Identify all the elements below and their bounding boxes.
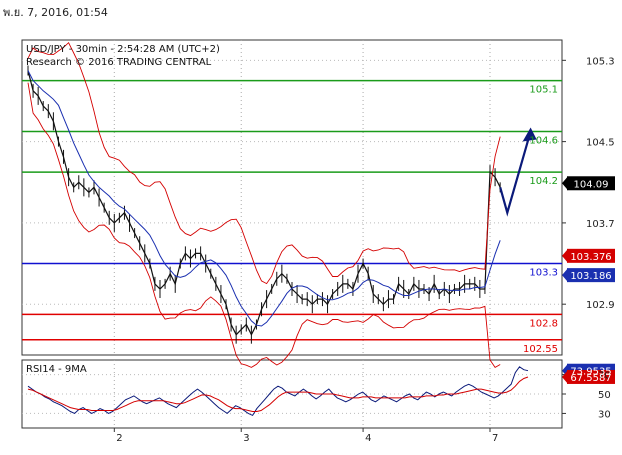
rsi-badge-0-label: 73.9535: [570, 367, 611, 378]
indicator-badge-0-label: 103.376: [570, 252, 611, 263]
rsi-badge-1-label: 67.5587: [570, 373, 611, 384]
x-tick-label-2: 4: [365, 433, 371, 444]
level-label-5: 102.55: [523, 344, 558, 355]
y-tick-label-3: 102.9: [586, 300, 615, 311]
rsi-line: [27, 366, 529, 417]
chart-subtitle: Research © 2016 TRADING CENTRAL: [26, 57, 212, 68]
rsi-badge-1-pointer: [562, 369, 568, 384]
last-price-badge-label: 104.09: [574, 179, 609, 190]
price-line: [27, 70, 501, 337]
timestamp: พ.ย. 7, 2016, 01:54: [3, 6, 108, 19]
level-label-0: 105.1: [529, 85, 558, 96]
chart-title: USD/JPY - 30min - 2:54:28 AM (UTC+2): [26, 44, 220, 55]
indicator-badge-1-label: 103.186: [570, 271, 611, 282]
price-panel: [21, 39, 563, 356]
y-tick-label-2: 103.7: [586, 219, 615, 230]
x-tick-label-3: 7: [492, 433, 498, 444]
x-tick-label-1: 3: [243, 433, 249, 444]
level-label-3: 103.3: [529, 268, 558, 279]
rsi-tick-label-0: 70: [598, 371, 611, 382]
rsi-tick-label-2: 30: [598, 409, 611, 420]
rsi-badge-1-box: [567, 369, 615, 384]
moving-average-line: [27, 70, 501, 327]
indicator-badge-0-box: [567, 248, 615, 263]
last-price-badge-pointer: [562, 176, 568, 191]
forecast-arrow-head: [522, 127, 537, 142]
y-tick-label-1: 104.5: [586, 138, 615, 149]
x-tick-label-0: 2: [116, 433, 122, 444]
level-label-4: 102.8: [529, 318, 558, 329]
indicator-badge-0-pointer: [562, 248, 568, 263]
forecast-arrow-line: [499, 131, 532, 217]
indicator-badge-1-pointer: [562, 268, 568, 283]
indicator-badge-1-box: [567, 268, 615, 283]
y-tick-label-0: 105.3: [586, 56, 615, 67]
lower-band-line: [27, 82, 501, 368]
upper-band-line: [27, 41, 501, 285]
level-label-2: 104.2: [529, 176, 558, 187]
rsi-tick-label-1: 50: [598, 390, 611, 401]
rsi-ma-line: [27, 376, 529, 412]
rsi-label: RSI14 - 9MA: [26, 364, 87, 375]
rsi-panel: [21, 359, 563, 429]
level-label-1: 104.6: [529, 135, 558, 146]
last-price-badge-box: [567, 176, 615, 191]
